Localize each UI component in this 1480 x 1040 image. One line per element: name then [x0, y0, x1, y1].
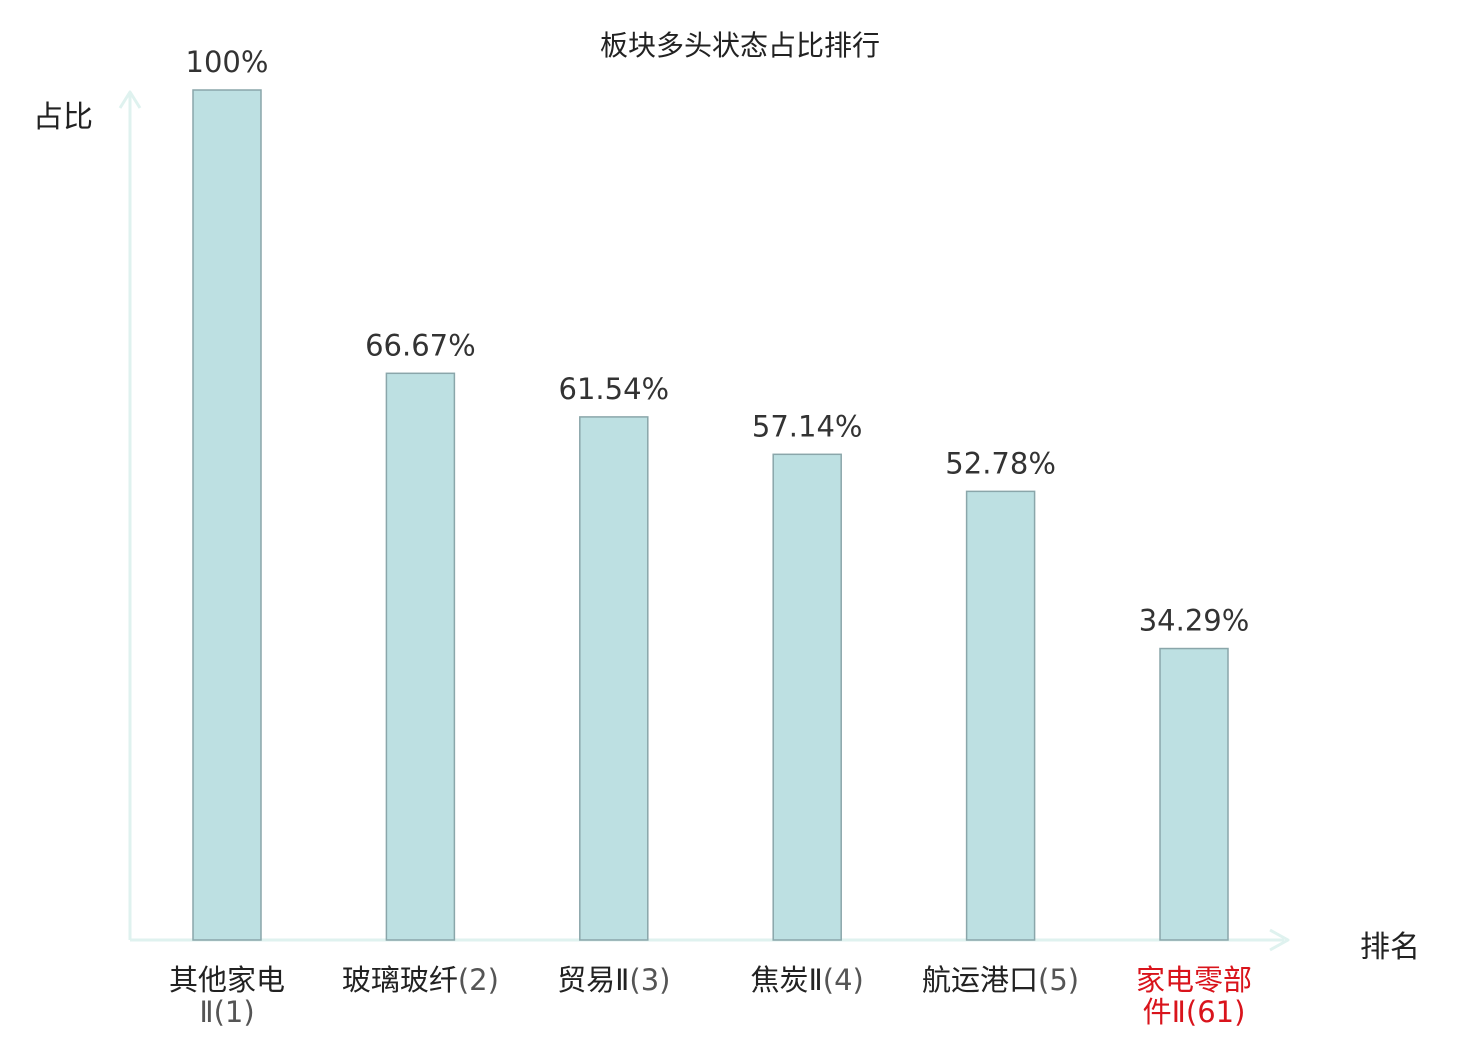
category-name: 焦炭Ⅱ: [750, 963, 823, 997]
category-name: 航运港口: [922, 963, 1039, 997]
x-axis-label: 排名: [1360, 930, 1420, 965]
x-tick-label: 家电零部 件Ⅱ(61): [1109, 964, 1279, 1028]
y-axis-label: 占比: [33, 100, 93, 135]
category-name: 玻璃玻纤: [341, 963, 458, 997]
x-tick-label: 玻璃玻纤(2): [335, 964, 505, 996]
bar: [579, 416, 649, 941]
bars: [192, 89, 1229, 941]
x-tick-label: 其他家电 Ⅱ(1): [142, 964, 312, 1028]
value-label: 52.78%: [945, 446, 1056, 480]
value-labels: 100% 66.67% 61.54% 57.14% 52.78% 34.29%: [186, 45, 1250, 638]
value-label: 100%: [186, 45, 269, 79]
bar: [965, 490, 1036, 941]
bar: [772, 453, 842, 941]
category-rank: (2): [457, 963, 499, 997]
bar: [1159, 647, 1229, 941]
value-label: 34.29%: [1139, 604, 1250, 638]
category-name-continued: Ⅱ: [199, 995, 214, 1029]
category-rank: (4): [822, 963, 864, 997]
category-name: 家电零部: [1135, 963, 1252, 997]
category-rank: (61): [1185, 995, 1246, 1029]
x-tick-label: 焦炭Ⅱ(4): [722, 964, 892, 996]
category-name: 贸易Ⅱ: [557, 963, 630, 997]
bar: [385, 372, 456, 941]
category-rank: (1): [213, 995, 255, 1029]
x-tick-label: 航运港口(5): [916, 964, 1086, 996]
chart-title: 板块多头状态占比排行: [599, 29, 880, 62]
bar: [192, 89, 262, 941]
value-label: 66.67%: [365, 328, 476, 362]
category-rank: (5): [1038, 963, 1080, 997]
category-name: 其他家电: [168, 963, 285, 997]
category-name-continued: 件Ⅱ: [1142, 995, 1186, 1029]
y-axis-arrow: [118, 90, 142, 109]
value-label: 57.14%: [752, 409, 863, 443]
x-axis-arrow: [1269, 928, 1290, 952]
category-rank: (3): [629, 963, 671, 997]
value-label: 61.54%: [559, 372, 670, 406]
axes: [118, 90, 1290, 952]
x-tick-label: 贸易Ⅱ(3): [529, 964, 699, 996]
